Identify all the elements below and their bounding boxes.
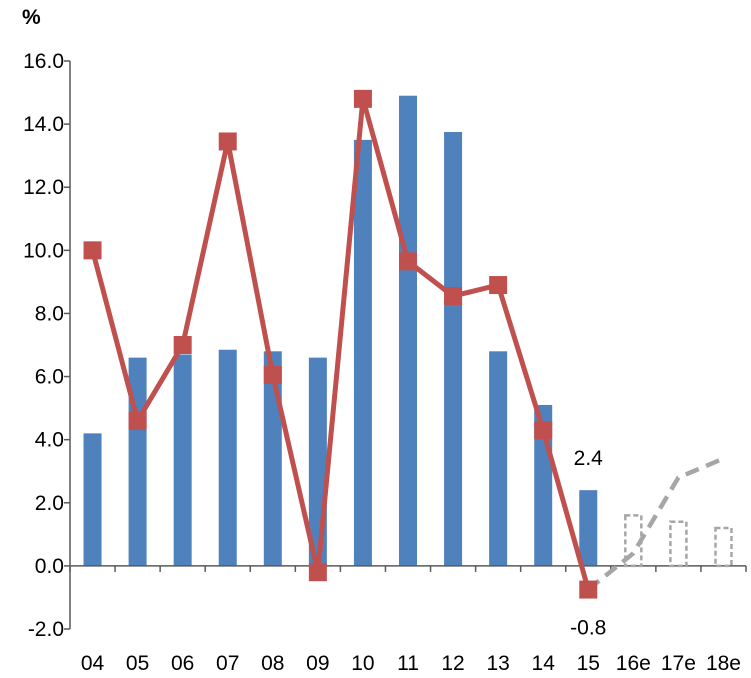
forecast-bar-17e bbox=[669, 520, 688, 568]
x-tick-label-07: 07 bbox=[216, 652, 239, 675]
line-marker-06 bbox=[173, 336, 192, 354]
x-tick-label-12: 12 bbox=[441, 652, 464, 675]
x-tick-label-13: 13 bbox=[486, 652, 509, 675]
x-tick-label-15: 15 bbox=[577, 652, 600, 675]
bar-12 bbox=[444, 132, 463, 566]
line-marker-05 bbox=[128, 411, 147, 430]
x-tick-label-17e: 17e bbox=[661, 652, 696, 675]
data-label-bar-15: 2.4 bbox=[574, 447, 604, 470]
line-marker-10 bbox=[353, 89, 372, 108]
x-tick-label-11: 11 bbox=[397, 652, 419, 675]
line-marker-07 bbox=[218, 132, 237, 151]
x-tick-label-09: 09 bbox=[306, 652, 329, 675]
y-tick-label-8.0: 8.0 bbox=[35, 302, 64, 325]
label-group: 2.4 -0.8 bbox=[570, 447, 606, 639]
x-tick-label-18e: 18e bbox=[706, 652, 741, 675]
line-marker-04 bbox=[83, 241, 102, 260]
bar-04 bbox=[83, 433, 102, 566]
forecast-line bbox=[586, 456, 725, 592]
bar-13 bbox=[489, 351, 508, 566]
line-group bbox=[83, 89, 725, 599]
data-label-line-15: -0.8 bbox=[570, 617, 606, 640]
y-tick-label-4.0: 4.0 bbox=[35, 429, 64, 452]
x-tick-label-16e: 16e bbox=[616, 652, 651, 675]
x-tick-label-04: 04 bbox=[81, 652, 105, 675]
line-marker-11 bbox=[399, 252, 417, 271]
bar-06 bbox=[173, 354, 192, 566]
line-series bbox=[90, 96, 591, 591]
x-tick-label-06: 06 bbox=[171, 652, 194, 675]
forecast-bar-18e bbox=[714, 526, 733, 568]
line-marker-13 bbox=[489, 276, 508, 295]
y-tick-label-16.0: 16.0 bbox=[23, 50, 64, 73]
bar-07 bbox=[218, 349, 237, 566]
x-tick-label-14: 14 bbox=[532, 652, 556, 675]
x-tick-label-05: 05 bbox=[126, 652, 149, 675]
y-tick-label-12.0: 12.0 bbox=[23, 176, 64, 199]
y-tick-label-6.0: 6.0 bbox=[35, 366, 64, 389]
x-tick-label-08: 08 bbox=[261, 652, 284, 675]
y-tick-label--2.0: -2.0 bbox=[28, 618, 64, 641]
line-marker-12 bbox=[444, 287, 463, 306]
y-tick-label-0.0: 0.0 bbox=[35, 555, 64, 578]
line-marker-09 bbox=[308, 563, 327, 582]
line-marker-15 bbox=[579, 580, 598, 599]
y-tick-label-14.0: 14.0 bbox=[23, 113, 64, 136]
line-marker-08 bbox=[263, 365, 282, 384]
bar-11 bbox=[399, 95, 417, 566]
bar-10 bbox=[353, 139, 372, 566]
x-tick-label-10: 10 bbox=[351, 652, 374, 675]
y-tick-label-10.0: 10.0 bbox=[23, 239, 64, 262]
y-axis-unit-label: % bbox=[22, 6, 41, 29]
line-marker-14 bbox=[534, 421, 553, 440]
bar-15 bbox=[579, 490, 598, 566]
y-tick-label-2.0: 2.0 bbox=[35, 492, 64, 515]
